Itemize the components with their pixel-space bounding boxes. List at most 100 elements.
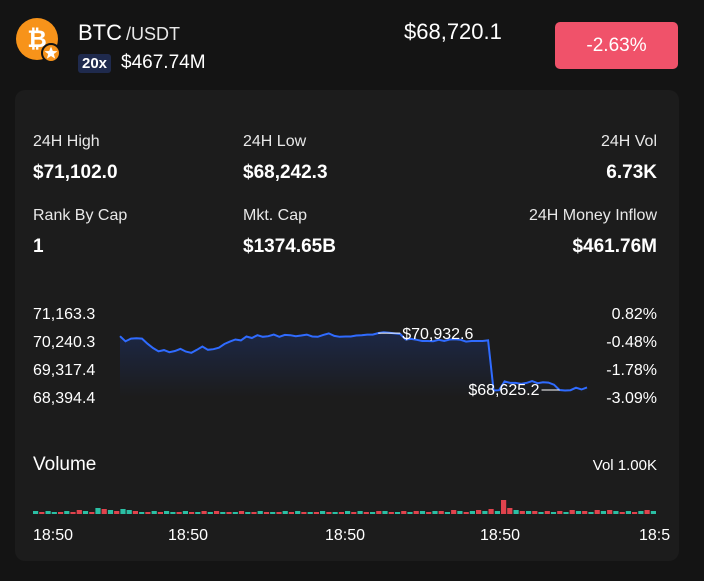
volume-bar (82, 511, 89, 514)
volume-bar (176, 512, 182, 514)
volume-bar (488, 509, 494, 514)
volume-bar (157, 512, 163, 514)
volume-bar (320, 511, 326, 514)
volume-bar (301, 512, 307, 514)
volume-bar (126, 510, 132, 514)
volume-bar (625, 511, 631, 514)
y-tick-label: 68,394.4 (33, 390, 95, 407)
volume-bar (170, 512, 176, 514)
cap-value: $1374.65B (243, 236, 336, 257)
base-asset: BTC (78, 20, 122, 45)
volume-bar (263, 512, 270, 514)
time-tick-label: 18:50 (325, 527, 365, 544)
volume-total: Vol 1.00K (592, 457, 657, 474)
volume-bar (638, 511, 644, 514)
rank-value: 1 (33, 236, 44, 257)
volume-bar (632, 512, 638, 514)
leverage-badge: 20x (78, 53, 112, 73)
volume-bar (650, 511, 656, 514)
price-change-badge: -2.63% (555, 22, 678, 69)
volume-bar (45, 511, 51, 514)
y-tick-label: 70,240.3 (33, 334, 95, 351)
volume-bar (232, 512, 238, 514)
volume-bar (338, 512, 344, 514)
volume-bar (238, 511, 245, 514)
volume-bar (251, 512, 257, 514)
volume-bar (220, 512, 226, 514)
leverage-row: 20x $467.74M (78, 52, 206, 74)
volume-bar (282, 511, 288, 514)
y-right-tick-label: -1.78% (606, 362, 657, 379)
volume-bar (151, 511, 157, 514)
volume-bar (182, 511, 188, 514)
low-annotation: $68,625.2 (468, 382, 539, 399)
high-label: 24H High (33, 133, 100, 150)
time-tick-label: 18:5 (639, 527, 670, 544)
y-right-tick-label: 0.82% (612, 306, 657, 323)
high-annotation: $70,932.6 (402, 326, 473, 343)
pair-volume: $467.74M (121, 52, 206, 73)
volume-chart[interactable]: 18:50 18:50 18:50 18:50 18:5 (15, 490, 679, 550)
volume-bar (557, 511, 563, 514)
volume-bar (357, 511, 363, 514)
low-value: $68,242.3 (243, 162, 328, 183)
volume-bar (257, 511, 263, 514)
volume-bar (644, 510, 650, 514)
time-tick-label: 18:50 (33, 527, 73, 544)
volume-bar (351, 512, 357, 514)
last-price: $68,720.1 (404, 19, 502, 44)
volume-bar (201, 511, 207, 514)
volume-bar (214, 511, 220, 514)
volume-bar (295, 511, 301, 514)
volume-bar (451, 510, 457, 514)
inflow-value: $461.76M (572, 236, 657, 257)
volume-bar (457, 511, 463, 514)
volume-bar (288, 512, 294, 514)
quote-asset: /USDT (126, 24, 180, 44)
y-right-tick-label: -0.48% (606, 334, 657, 351)
volume-bar (544, 511, 550, 514)
volume-bar (607, 510, 613, 514)
volume-bar (107, 510, 114, 514)
volume-bar (145, 512, 151, 514)
volume-bar (482, 511, 488, 514)
volume-bar (394, 512, 401, 514)
volume-bar (401, 511, 407, 514)
volume-bar (382, 511, 388, 514)
volume-bar (95, 508, 101, 514)
y-tick-label: 69,317.4 (33, 362, 95, 379)
volume-bar (600, 511, 606, 514)
volume-bar (538, 512, 544, 514)
volume-bar (563, 512, 569, 514)
volume-bar (438, 511, 444, 514)
volume-bar (33, 511, 39, 514)
volume-bar (76, 510, 82, 514)
volume-bar (588, 512, 594, 514)
volume-bar (120, 509, 126, 514)
volume-bar (313, 512, 319, 514)
trading-pair[interactable]: BTC/USDT (78, 20, 180, 46)
volume-bar (326, 512, 332, 514)
volume-bar (195, 512, 201, 514)
volume-bar (332, 512, 338, 514)
volume-bar (413, 511, 419, 514)
volume-bar (207, 512, 213, 514)
volume-bar (270, 512, 276, 514)
volume-bar (432, 511, 438, 514)
volume-bar (307, 512, 313, 514)
time-tick-label: 18:50 (480, 527, 520, 544)
market-header: ₿ BTC/USDT 20x $467.74M $68,720.1 -2.63% (0, 0, 704, 90)
volume-bar (463, 512, 469, 514)
market-stats-card: 24H High $71,102.0 24H Low $68,242.3 24H… (15, 90, 679, 561)
volume-bar (58, 512, 64, 514)
high-value: $71,102.0 (33, 162, 118, 183)
volume-bar (419, 511, 426, 514)
volume-bar (64, 511, 70, 514)
volume-bar (245, 512, 251, 514)
volume-bar (532, 511, 538, 514)
volume-bar (426, 512, 432, 514)
volume-bar (550, 512, 557, 514)
price-chart[interactable]: 71,163.3 70,240.3 69,317.4 68,394.4 0.82% -0… (15, 90, 679, 420)
volume-bar (507, 508, 513, 514)
vol-label: 24H Vol (600, 133, 657, 150)
